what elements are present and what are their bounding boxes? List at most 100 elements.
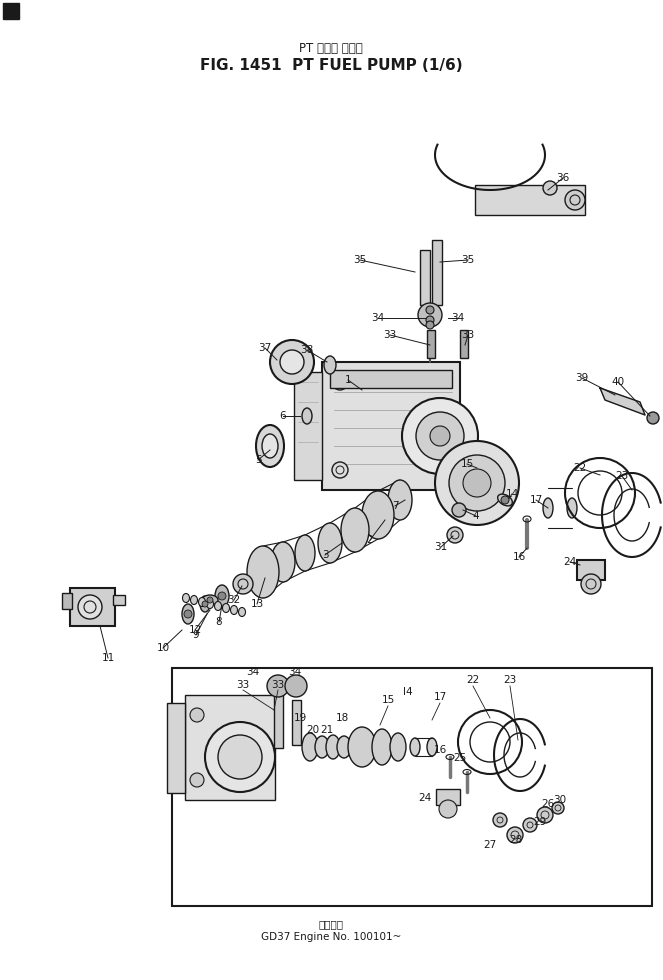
Circle shape [218,735,262,779]
Text: 24: 24 [418,793,432,803]
Circle shape [190,773,204,787]
Bar [436,789,460,805]
Ellipse shape [348,727,376,767]
Circle shape [439,800,457,818]
Circle shape [280,350,304,374]
Text: 13: 13 [251,599,264,609]
Text: PT フェル ポンプ: PT フェル ポンプ [299,41,363,55]
Text: 33: 33 [271,680,284,690]
Text: 37: 37 [259,343,272,353]
Ellipse shape [543,498,553,518]
Text: 34: 34 [247,667,260,677]
Bar [292,700,301,745]
Text: FIG. 1451  PT FUEL PUMP (1/6): FIG. 1451 PT FUEL PUMP (1/6) [200,59,462,74]
Circle shape [426,306,434,314]
Circle shape [452,503,466,517]
Text: 35: 35 [461,255,475,265]
Circle shape [565,190,585,210]
Bar [113,595,125,605]
Text: 24: 24 [564,557,577,567]
Text: 34: 34 [452,313,465,323]
Text: 34: 34 [371,313,385,323]
Circle shape [543,181,557,195]
Text: 19: 19 [293,713,306,723]
Text: 9: 9 [193,630,200,640]
Ellipse shape [410,738,420,756]
Text: 33: 33 [237,680,250,690]
Circle shape [430,426,450,446]
Circle shape [218,592,226,600]
Ellipse shape [388,480,412,520]
Ellipse shape [256,425,284,467]
Ellipse shape [190,596,198,605]
Bar [427,330,435,358]
Circle shape [447,527,463,543]
Ellipse shape [337,736,351,758]
Circle shape [435,441,519,525]
Text: GD37 Engine No. 100101~: GD37 Engine No. 100101~ [261,932,401,942]
Ellipse shape [372,729,392,765]
Ellipse shape [202,595,218,605]
Text: 25: 25 [453,753,467,763]
Text: 6: 6 [280,411,286,421]
Circle shape [426,321,434,329]
Text: 18: 18 [335,713,349,723]
Ellipse shape [247,546,279,598]
Circle shape [202,601,208,607]
Circle shape [507,827,523,843]
Polygon shape [600,388,645,415]
Circle shape [267,675,289,697]
Circle shape [493,813,507,827]
Circle shape [332,462,348,478]
Ellipse shape [326,735,340,759]
Bar [577,560,605,580]
Text: 16: 16 [434,745,447,755]
Text: 22: 22 [466,675,479,685]
Ellipse shape [215,602,221,611]
Bar [460,330,468,358]
Ellipse shape [198,598,206,607]
Text: 34: 34 [288,667,302,677]
Ellipse shape [498,494,512,506]
Ellipse shape [362,491,394,539]
Ellipse shape [315,736,329,758]
Text: 15: 15 [381,695,394,705]
Text: 8: 8 [215,617,222,627]
Text: 20: 20 [306,725,320,735]
Text: 23: 23 [615,471,629,481]
Circle shape [205,722,275,792]
Text: 32: 32 [227,595,241,605]
Bar [62,593,72,609]
Ellipse shape [182,594,190,603]
Text: 4: 4 [473,511,479,521]
Text: 1: 1 [345,375,351,385]
Text: 12: 12 [188,625,202,635]
Circle shape [332,374,348,390]
Ellipse shape [427,738,437,756]
Text: 14: 14 [505,489,518,499]
Circle shape [402,398,478,474]
Text: 10: 10 [156,643,170,653]
Ellipse shape [206,600,213,609]
Ellipse shape [215,585,229,607]
Ellipse shape [390,733,406,761]
Text: 16: 16 [512,552,526,562]
Text: 2: 2 [367,535,373,545]
Ellipse shape [231,606,237,614]
Bar [274,688,283,748]
Ellipse shape [182,604,194,624]
Text: 40: 40 [611,377,625,387]
Circle shape [184,610,192,618]
Text: 30: 30 [554,795,567,805]
Text: 31: 31 [434,542,448,552]
Circle shape [285,675,307,697]
Text: 23: 23 [503,675,516,685]
Circle shape [270,340,314,384]
Bar [420,250,430,305]
Bar [172,668,652,906]
Ellipse shape [262,434,278,458]
Bar [3,3,19,19]
Ellipse shape [239,608,245,616]
Circle shape [190,708,204,722]
Circle shape [463,469,491,497]
